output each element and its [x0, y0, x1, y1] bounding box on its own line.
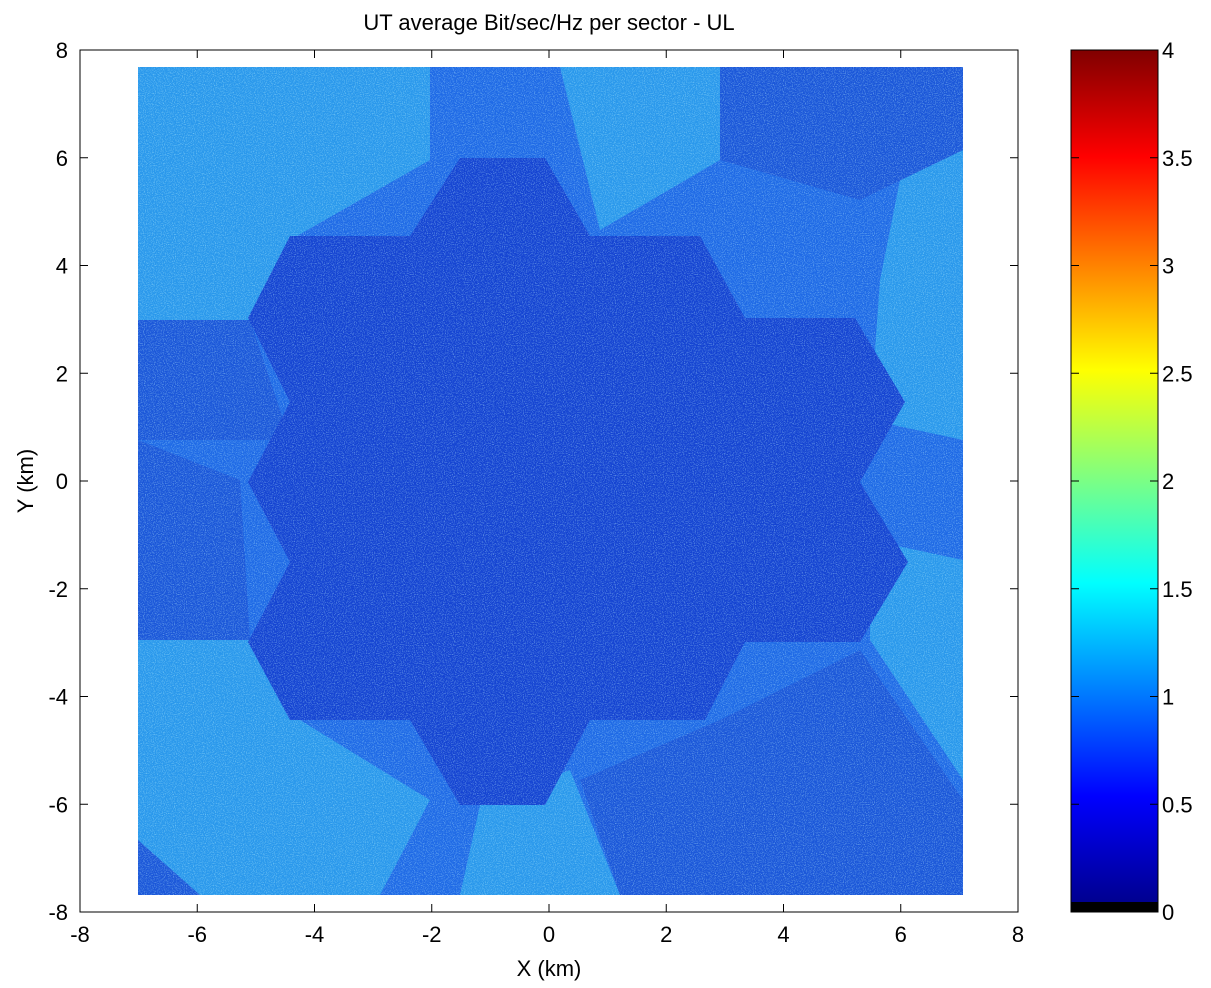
chart-title: UT average Bit/sec/Hz per sector - UL	[363, 10, 734, 35]
x-tick-label: 0	[543, 922, 555, 947]
y-tick-label: 2	[56, 361, 68, 386]
y-tick-label: -4	[48, 685, 68, 710]
colorbar-tick-label: 4	[1162, 38, 1174, 63]
y-tick-label: -6	[48, 792, 68, 817]
x-tick-label: -6	[187, 922, 207, 947]
colorbar-tick-label: 0	[1162, 900, 1174, 925]
colorbar-tick-label: 3.5	[1162, 146, 1193, 171]
colorbar: 4 3.5 3 2.5 2 1.5 1 0.5 0	[1070, 38, 1193, 925]
y-axis-label: Y (km)	[13, 449, 38, 513]
x-tick-label: 8	[1012, 922, 1024, 947]
speckle-noise	[138, 67, 963, 895]
y-tick-label: 8	[56, 38, 68, 63]
colorbar-ticks: 4 3.5 3 2.5 2 1.5 1 0.5 0	[1071, 38, 1193, 925]
x-tick-label: 2	[660, 922, 672, 947]
y-tick-label: -2	[48, 577, 68, 602]
x-tick-label: 4	[777, 922, 789, 947]
x-tick-label: -2	[422, 922, 442, 947]
y-tick-label: -8	[48, 900, 68, 925]
colorbar-zero-band	[1071, 902, 1158, 912]
y-tick-label: 0	[56, 469, 68, 494]
heatmap	[138, 67, 963, 895]
x-tick-label: 6	[895, 922, 907, 947]
colorbar-tick-label: 1	[1162, 685, 1174, 710]
colorbar-tick-label: 0.5	[1162, 792, 1193, 817]
y-tick-label: 6	[56, 146, 68, 171]
colorbar-tick-label: 2.5	[1162, 361, 1193, 386]
x-axis-label: X (km)	[517, 956, 582, 981]
x-axis-ticks: -8 -6 -4 -2 0 2 4 6 8	[70, 50, 1024, 947]
colorbar-gradient	[1071, 50, 1158, 903]
x-tick-label: -8	[70, 922, 90, 947]
y-axis-ticks: 8 6 4 2 0 -2 -4 -6 -8	[48, 38, 1018, 925]
colorbar-tick-label: 1.5	[1162, 577, 1193, 602]
y-tick-label: 4	[56, 254, 68, 279]
colorbar-tick-label: 3	[1162, 254, 1174, 279]
colorbar-tick-label: 2	[1162, 469, 1174, 494]
x-tick-label: -4	[305, 922, 325, 947]
